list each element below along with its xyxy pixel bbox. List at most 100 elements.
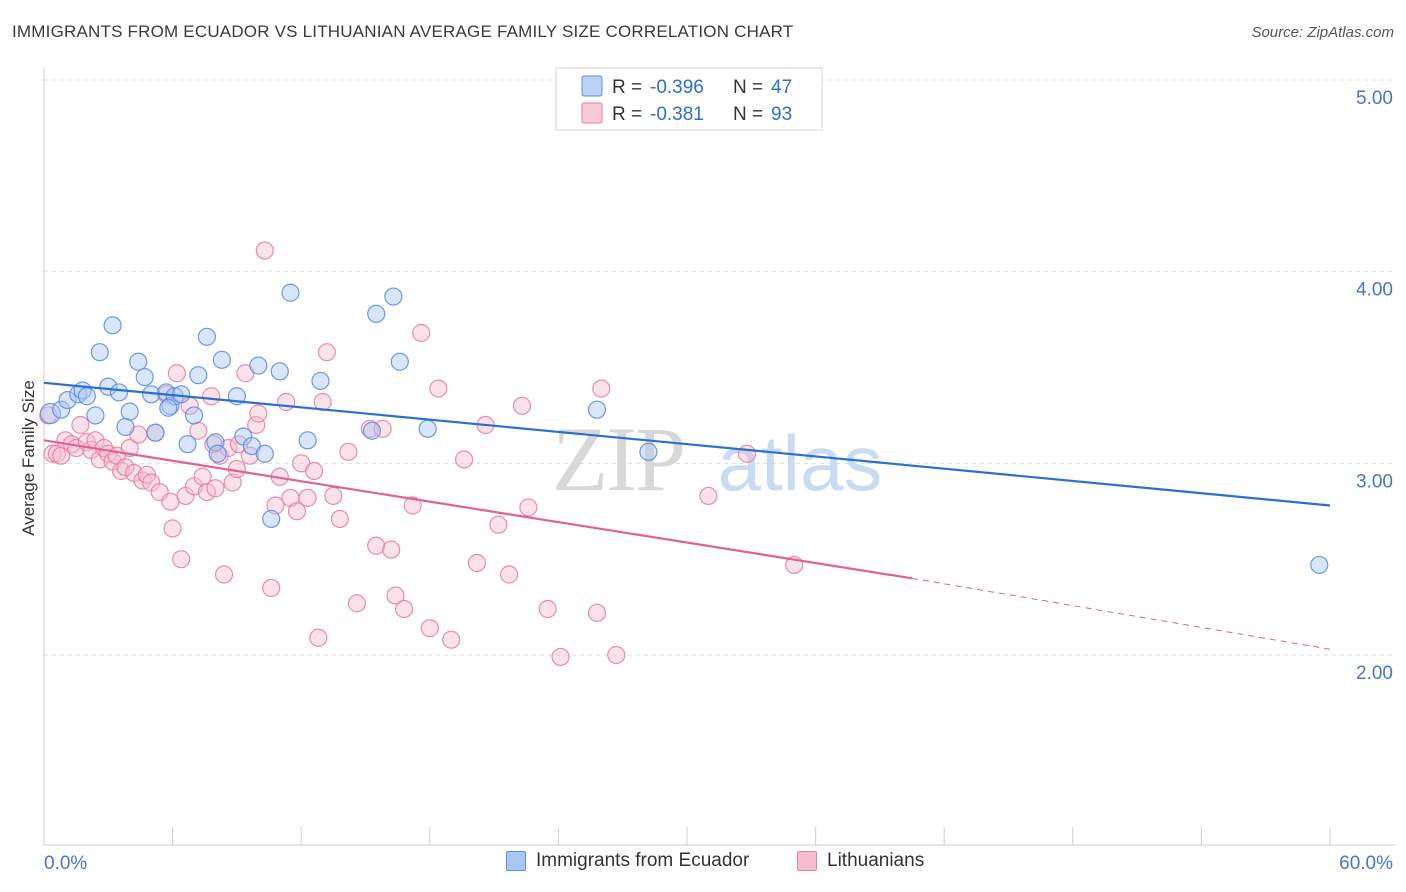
ecuador-point [116,417,135,437]
watermark: ZIP atlas [552,408,882,510]
lithuanians-point [71,415,90,435]
ecuador-point [311,371,330,391]
trend-line-lithuanians [43,439,913,580]
lithuanians-point [347,594,367,613]
ecuador-point [52,400,71,419]
lithuanians-point [339,442,358,461]
tick-labels: 2.00 3.00 4.00 5.00 0.0% 60.0% [44,88,1393,874]
watermark-atlas: atlas [718,419,883,507]
ecuador-point [212,350,231,369]
lithuanians-point [223,473,242,492]
legend-r-value-pink: -0.381 [650,104,704,125]
y-tick-label-5: 5.00 [1356,88,1393,109]
lithuanians-point [202,387,221,406]
ecuador-point [109,383,129,402]
lithuanians-point [592,379,611,398]
ecuador-point [208,444,227,463]
lithuanians-point [330,509,349,529]
ecuador-point [135,367,154,387]
lithuanians-point [255,241,274,260]
ecuador-point [384,287,403,306]
legend-label-lithuanians: Lithuanians [827,850,925,871]
y-tick-label-3: 3.00 [1356,471,1393,492]
legend-swatch-lithuanians [797,851,817,871]
lithuanians-point [304,461,324,481]
lithuanians-point [394,599,414,619]
ecuador-point [77,387,96,406]
legend-r-value-blue: -0.396 [650,77,704,98]
lithuanians-point [287,502,307,521]
ecuador-point [159,398,178,417]
lithuanians-point [420,619,439,638]
ecuador-point [157,383,176,402]
ecuador-point [249,356,268,375]
series-legend: Immigrants from Ecuador Lithuanians [0,850,1406,880]
legend-r-label-pink: R = [612,104,642,125]
lithuanians-point [197,482,216,502]
lithuanians-point [266,496,285,515]
lithuanians-point [607,645,626,665]
ecuador-point [270,362,289,381]
lithuanians-point [206,479,225,498]
ecuador-point [197,327,216,346]
legend-r-label-blue: R = [612,77,642,98]
ecuador-point [587,400,607,419]
trend-lines [43,381,1331,650]
lithuanians-point [172,550,191,569]
ecuador-point [418,419,437,438]
ecuador-point [390,352,409,371]
lithuanians-point [454,450,474,469]
x-tick-label-min: 0.0% [44,853,87,874]
lithuanians-point [277,392,296,412]
trend-line-ecuador [43,381,1331,507]
ecuador-point [262,509,281,529]
ecuador-point [184,406,204,425]
legend-swatch-pink [581,102,603,124]
y-tick-label-2: 2.00 [1356,663,1393,684]
ecuador-point [90,343,109,362]
lithuanians-point [467,553,487,573]
legend-n-value-blue: 47 [771,77,792,98]
lithuanians-point [403,496,422,515]
lithuanians-point [167,364,186,383]
lithuanians-point [489,515,508,534]
ecuador-point [86,406,105,425]
legend-swatch-blue [581,75,603,97]
ecuador-point [189,366,208,385]
legend-label-ecuador: Immigrants from Ecuador [536,850,750,871]
watermark-zip: ZIP [552,408,684,510]
lithuanians-point [317,343,337,362]
lithuanians-point [412,323,431,343]
lithuanians-point [551,647,570,667]
legend-n-value-pink: 93 [771,104,792,125]
ecuador-point [367,304,386,323]
lithuanians-point [429,379,448,398]
lithuanians-point [386,586,405,605]
lithuanians-point [249,404,268,423]
source-label: Source: ZipAtlas.com [1251,24,1394,41]
legend-swatch-ecuador [506,851,526,871]
lithuanians-point [519,498,538,517]
ecuador-point [99,377,118,396]
ecuador-point [39,402,62,425]
y-tick-label-4: 4.00 [1356,280,1393,301]
lithuanians-point [163,519,182,538]
legend-n-label-blue: N = [733,77,763,98]
lithuanians-point [367,536,386,555]
lithuanians-point [214,565,234,584]
lithuanians-point [324,486,343,506]
lithuanians-point [512,396,532,415]
ecuador-point [298,431,317,450]
ecuador-point [178,435,197,454]
legend-item-ecuador: Immigrants from Ecuador [506,850,749,872]
lithuanians-point [538,599,557,619]
legend-item-lithuanians: Lithuanians [797,850,924,872]
trend-line-lithuanians-extension [911,577,1331,650]
lithuanians-point [298,488,317,507]
legend-n-label-pink: N = [733,104,763,125]
ecuador-point [129,352,148,371]
lithuanians-point [442,630,461,649]
ecuador-point [206,433,225,452]
chart-title: IMMIGRANTS FROM ECUADOR VS LITHUANIAN AV… [12,22,794,41]
lithuanians-point [699,486,718,506]
